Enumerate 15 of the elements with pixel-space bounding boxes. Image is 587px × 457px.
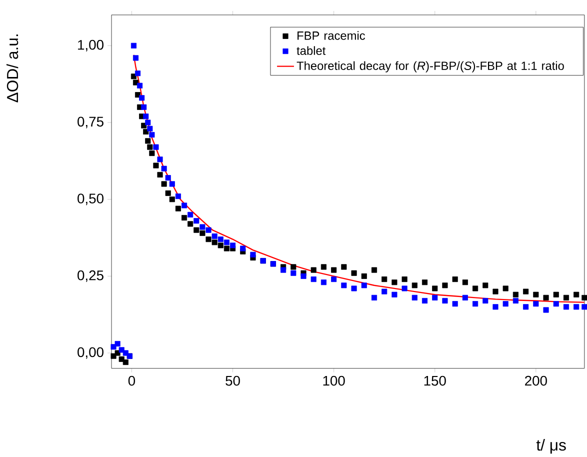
x-axis-title: t/ μs <box>536 439 566 454</box>
x-tick-label: 50 <box>226 376 240 386</box>
y-tick-label: 1,00 <box>78 40 104 52</box>
y-tick-label: 0,50 <box>78 194 104 206</box>
x-tick-label: 100 <box>323 376 345 386</box>
x-tick-label: 0 <box>128 376 136 386</box>
legend-label: FBP racemic <box>298 31 366 40</box>
y-tick-label: 0,00 <box>78 347 104 359</box>
y-tick-label: 0,25 <box>78 270 104 282</box>
x-tick-label: 200 <box>525 376 547 386</box>
x-tick-label: 150 <box>424 376 446 386</box>
legend-label: tablet <box>296 46 326 55</box>
y-tick-label: 0,75 <box>78 116 104 128</box>
y-axis-title: ΔOD/ a.u. <box>6 34 18 102</box>
legend-label: Theoretical decay for (R)-FBP/(S)-FBP at 1:1 ratio <box>296 61 564 72</box>
